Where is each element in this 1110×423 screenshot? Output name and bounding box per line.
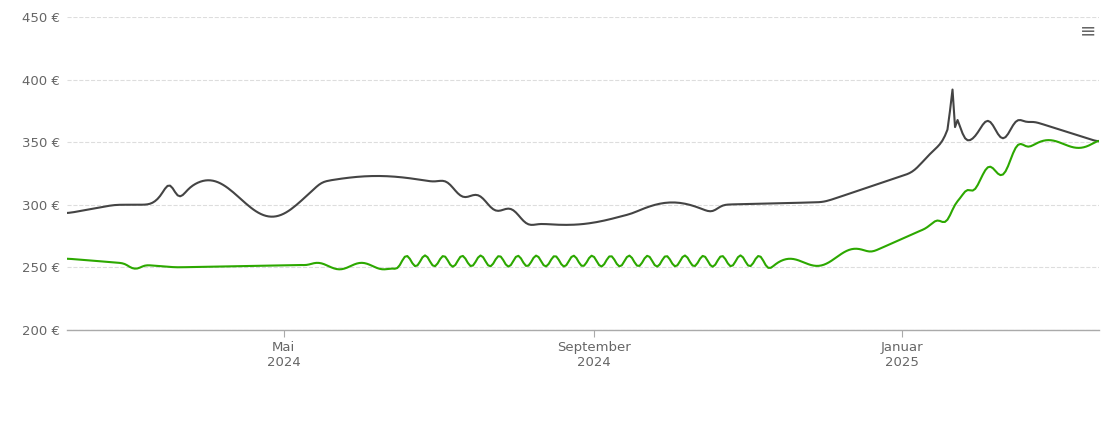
Text: ≡: ≡: [1080, 21, 1097, 40]
